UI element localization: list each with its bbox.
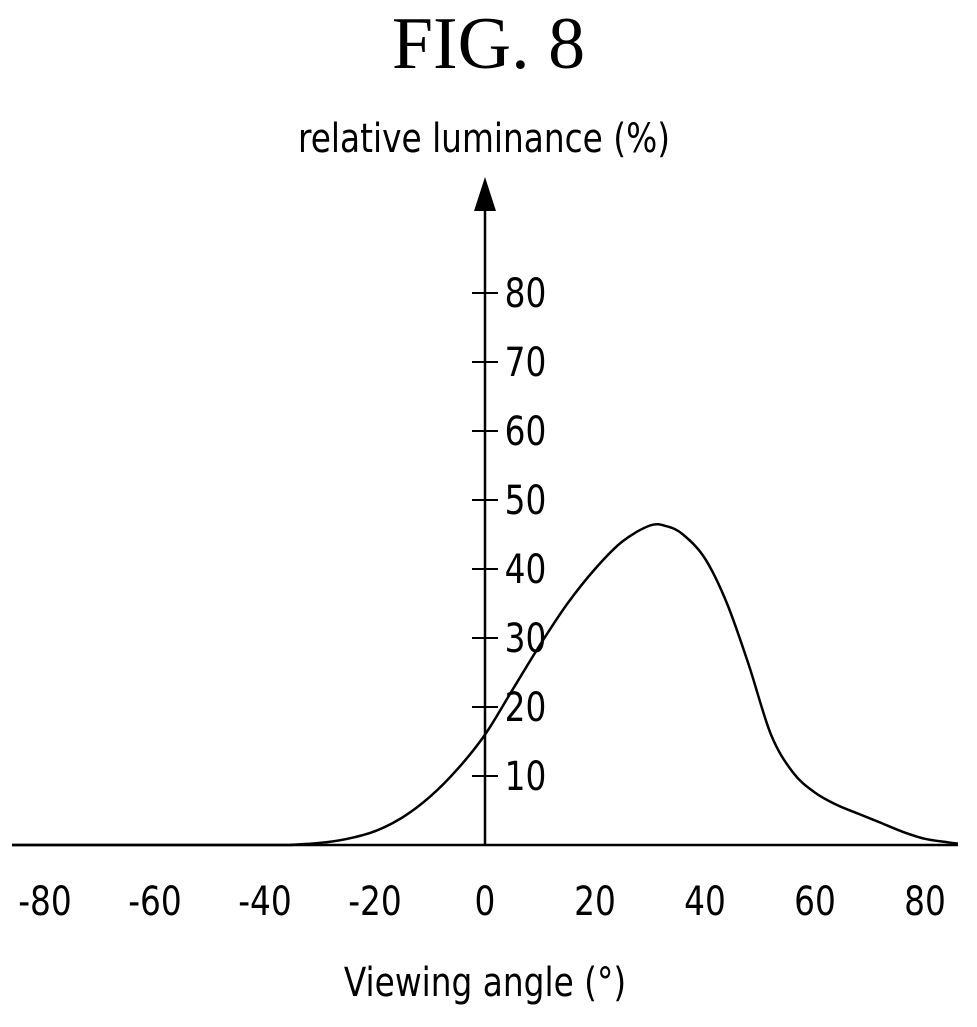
y-tick-label: 60 <box>505 408 547 455</box>
x-tick-label: 80 <box>904 878 946 925</box>
y-tick-label: 50 <box>505 477 547 524</box>
x-tick-label: 60 <box>794 878 836 925</box>
y-axis-arrowhead <box>474 177 496 211</box>
x-tick-label: -40 <box>238 878 292 925</box>
y-axis-title: relative luminance (%) <box>298 115 670 162</box>
y-tick-label: 40 <box>505 546 547 593</box>
luminance-curve <box>11 522 959 847</box>
x-tick-label: -60 <box>128 878 182 925</box>
x-tick-label: 40 <box>684 878 726 925</box>
x-tick-label: -80 <box>18 878 72 925</box>
figure-title: FIG. 8 <box>391 3 586 85</box>
y-tick-label: 80 <box>505 270 547 317</box>
x-tick-label: 20 <box>574 878 616 925</box>
y-tick-label: 10 <box>505 753 547 800</box>
x-tick-label: -20 <box>348 878 402 925</box>
y-tick-label: 70 <box>505 339 547 386</box>
axes <box>12 177 958 847</box>
x-ticks: -80 -60 -40 -20 0 20 40 60 80 <box>18 878 946 925</box>
y-tick-label: 30 <box>505 615 547 662</box>
x-axis-title: Viewing angle (°) <box>344 959 626 1006</box>
series <box>11 522 959 847</box>
x-tick-label: 0 <box>475 878 496 925</box>
